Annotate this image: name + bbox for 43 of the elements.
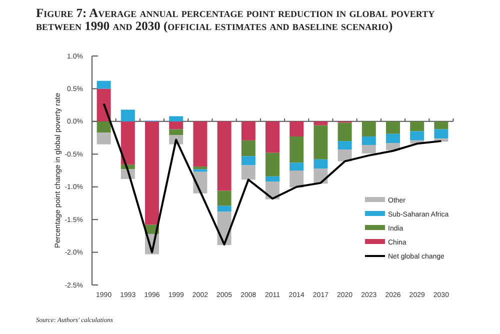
bar	[338, 150, 352, 162]
bar	[96, 121, 111, 133]
bar	[120, 121, 135, 165]
bar	[266, 121, 280, 153]
bar	[241, 156, 256, 166]
bar	[169, 121, 184, 130]
bar	[193, 166, 208, 170]
bar	[434, 129, 448, 138]
bar	[338, 141, 352, 150]
bar	[193, 121, 208, 167]
bar	[386, 134, 400, 144]
bar	[290, 136, 304, 163]
bar	[241, 121, 256, 140]
bar	[145, 121, 159, 225]
bar	[217, 206, 232, 212]
bar	[338, 122, 352, 142]
bar	[193, 169, 208, 172]
bar	[290, 170, 304, 188]
bar	[410, 121, 424, 132]
bar	[314, 159, 328, 169]
bar	[120, 110, 135, 122]
bar	[96, 80, 111, 89]
bar	[362, 121, 376, 136]
bar	[217, 121, 232, 191]
bar	[96, 132, 111, 144]
bar	[96, 88, 111, 122]
bar	[410, 131, 424, 140]
bar	[266, 176, 280, 182]
bar	[217, 190, 232, 206]
bar	[362, 136, 376, 145]
bar	[241, 165, 256, 180]
bar	[386, 121, 400, 134]
bar	[434, 121, 448, 130]
bar	[169, 116, 184, 122]
bar	[362, 144, 376, 154]
bar	[266, 152, 280, 176]
bar	[290, 162, 304, 170]
chart-title: Figure 7: Average annual percentage point reduction in global poverty between 1990 and 2030 (official estimates and baseline scenario)	[36, 6, 436, 33]
bar	[241, 140, 256, 156]
bar	[314, 121, 328, 126]
bar	[169, 129, 184, 136]
bar	[290, 121, 304, 136]
bar	[314, 125, 328, 160]
